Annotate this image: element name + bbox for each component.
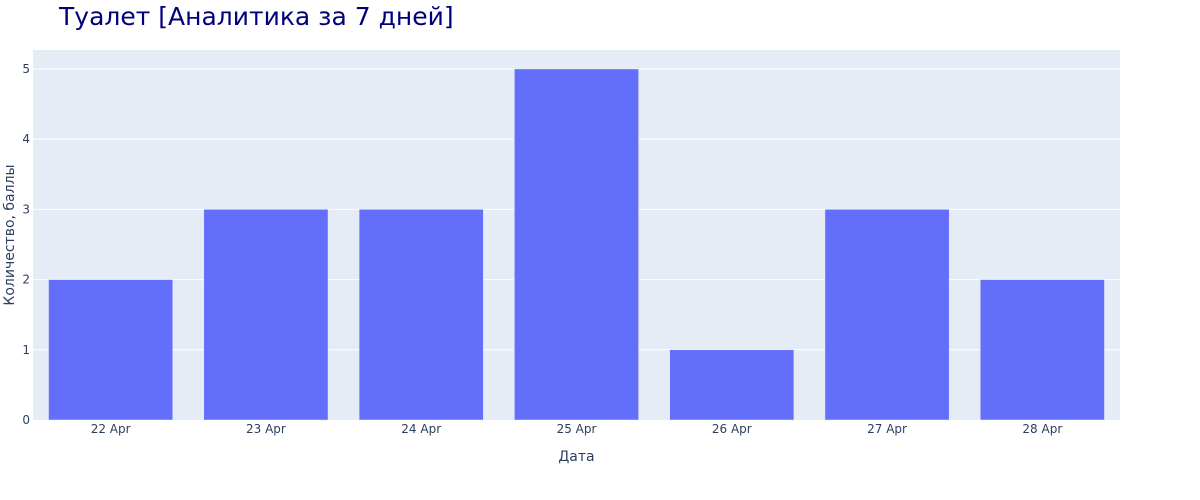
bar-4[interactable] xyxy=(669,349,795,421)
x-tick-label: 25 Apr xyxy=(557,422,597,436)
y-axis-ticks: 0 1 2 3 4 5 xyxy=(22,62,30,427)
x-tick-label: 27 Apr xyxy=(867,422,907,436)
bar-3[interactable] xyxy=(514,68,639,421)
y-tick-label: 4 xyxy=(22,132,30,146)
y-tick-label: 1 xyxy=(22,343,30,357)
bars xyxy=(48,68,1105,421)
bar-0[interactable] xyxy=(48,279,174,421)
x-tick-label: 24 Apr xyxy=(401,422,441,436)
x-tick-label: 28 Apr xyxy=(1022,422,1062,436)
y-tick-label: 3 xyxy=(22,202,30,216)
y-tick-label: 0 xyxy=(22,413,30,427)
y-axis-title: Количество, баллы xyxy=(2,164,18,305)
y-tick-label: 2 xyxy=(22,273,30,287)
y-tick-label: 5 xyxy=(22,62,30,76)
x-tick-label: 22 Apr xyxy=(91,422,131,436)
chart-title: Туалет [Аналитика за 7 дней] xyxy=(58,2,454,31)
bar-5[interactable] xyxy=(824,209,950,421)
bar-1[interactable] xyxy=(203,209,329,421)
x-axis-ticks: 22 Apr 23 Apr 24 Apr 25 Apr 26 Apr 27 Apr 28 A… xyxy=(91,422,1063,436)
x-axis-title: Дата xyxy=(558,449,594,465)
bar-2[interactable] xyxy=(358,209,484,421)
x-tick-label: 26 Apr xyxy=(712,422,752,436)
x-tick-label: 23 Apr xyxy=(246,422,286,436)
bar-6[interactable] xyxy=(979,279,1105,421)
